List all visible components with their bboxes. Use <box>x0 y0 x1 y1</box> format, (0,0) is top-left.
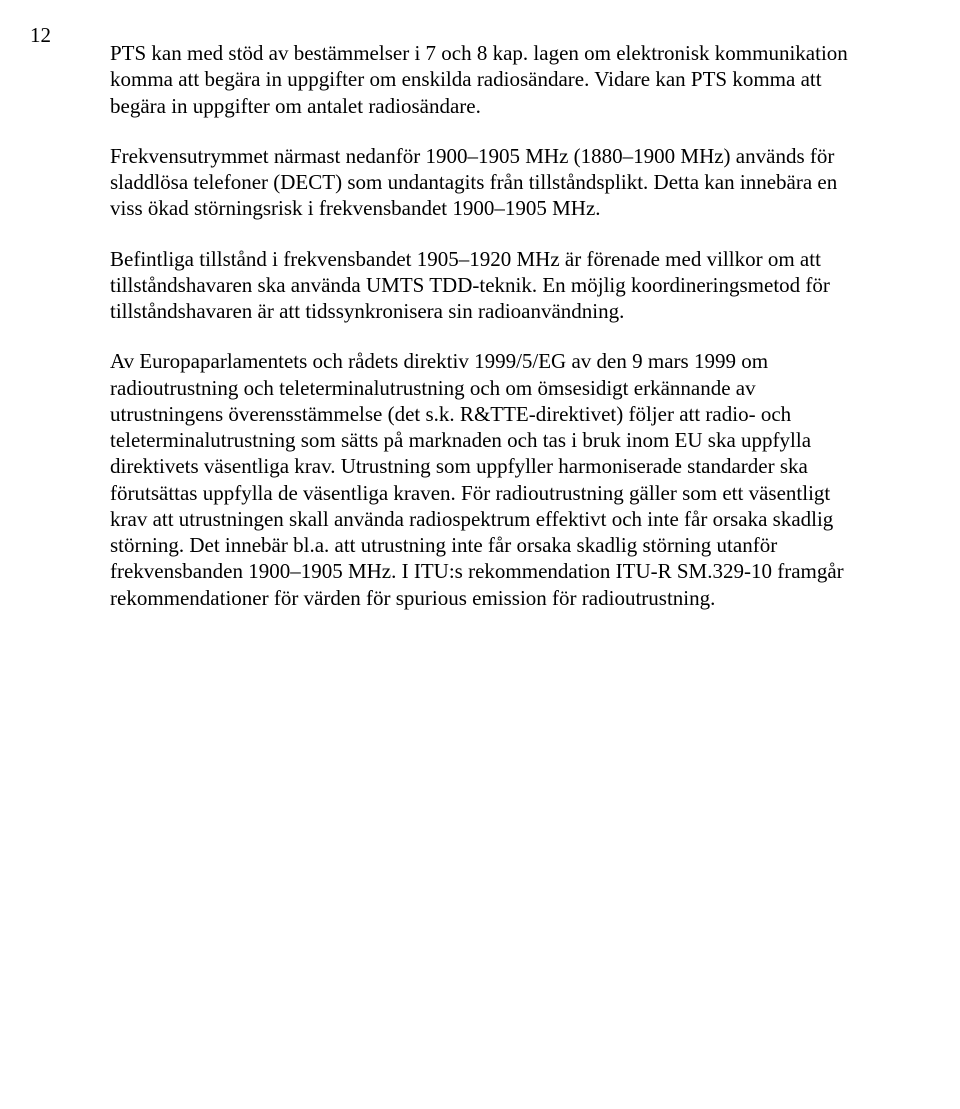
paragraph: Av Europaparlamentets och rådets direkti… <box>110 348 850 611</box>
paragraph: Frekvensutrymmet närmast nedanför 1900–1… <box>110 143 850 222</box>
page-number: 12 <box>30 22 51 48</box>
page-container: 12 PTS kan med stöd av bestämmelser i 7 … <box>0 0 960 1109</box>
paragraph: PTS kan med stöd av bestämmelser i 7 och… <box>110 40 850 119</box>
paragraph: Befintliga tillstånd i frekvensbandet 19… <box>110 246 850 325</box>
